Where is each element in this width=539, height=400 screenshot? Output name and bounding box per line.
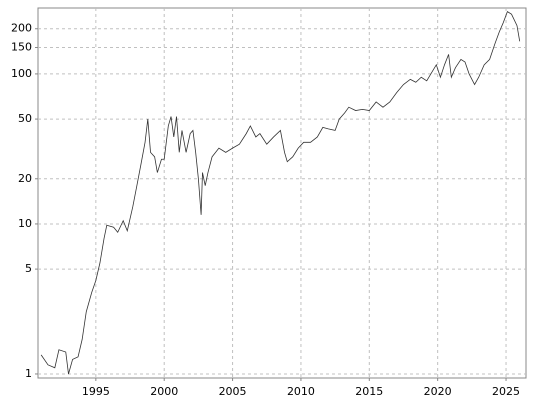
y-tick-label: 1: [25, 367, 32, 380]
y-tick-label: 150: [11, 40, 32, 53]
x-tick-label: 1995: [82, 385, 110, 398]
x-tick-label: 2010: [287, 385, 315, 398]
x-tick-label: 2025: [492, 385, 520, 398]
y-tick-label: 50: [18, 112, 32, 125]
x-tick-label: 2015: [355, 385, 383, 398]
y-tick-label: 5: [25, 262, 32, 275]
y-tick-label: 10: [18, 217, 32, 230]
x-tick-label: 2005: [219, 385, 247, 398]
y-tick-label: 100: [11, 67, 32, 80]
x-tick-label: 2020: [424, 385, 452, 398]
plot-frame: [37, 7, 527, 379]
price-line: [40, 11, 521, 375]
y-tick-label: 200: [11, 22, 32, 35]
y-tick-label: 20: [18, 172, 32, 185]
x-tick-label: 2000: [150, 385, 178, 398]
